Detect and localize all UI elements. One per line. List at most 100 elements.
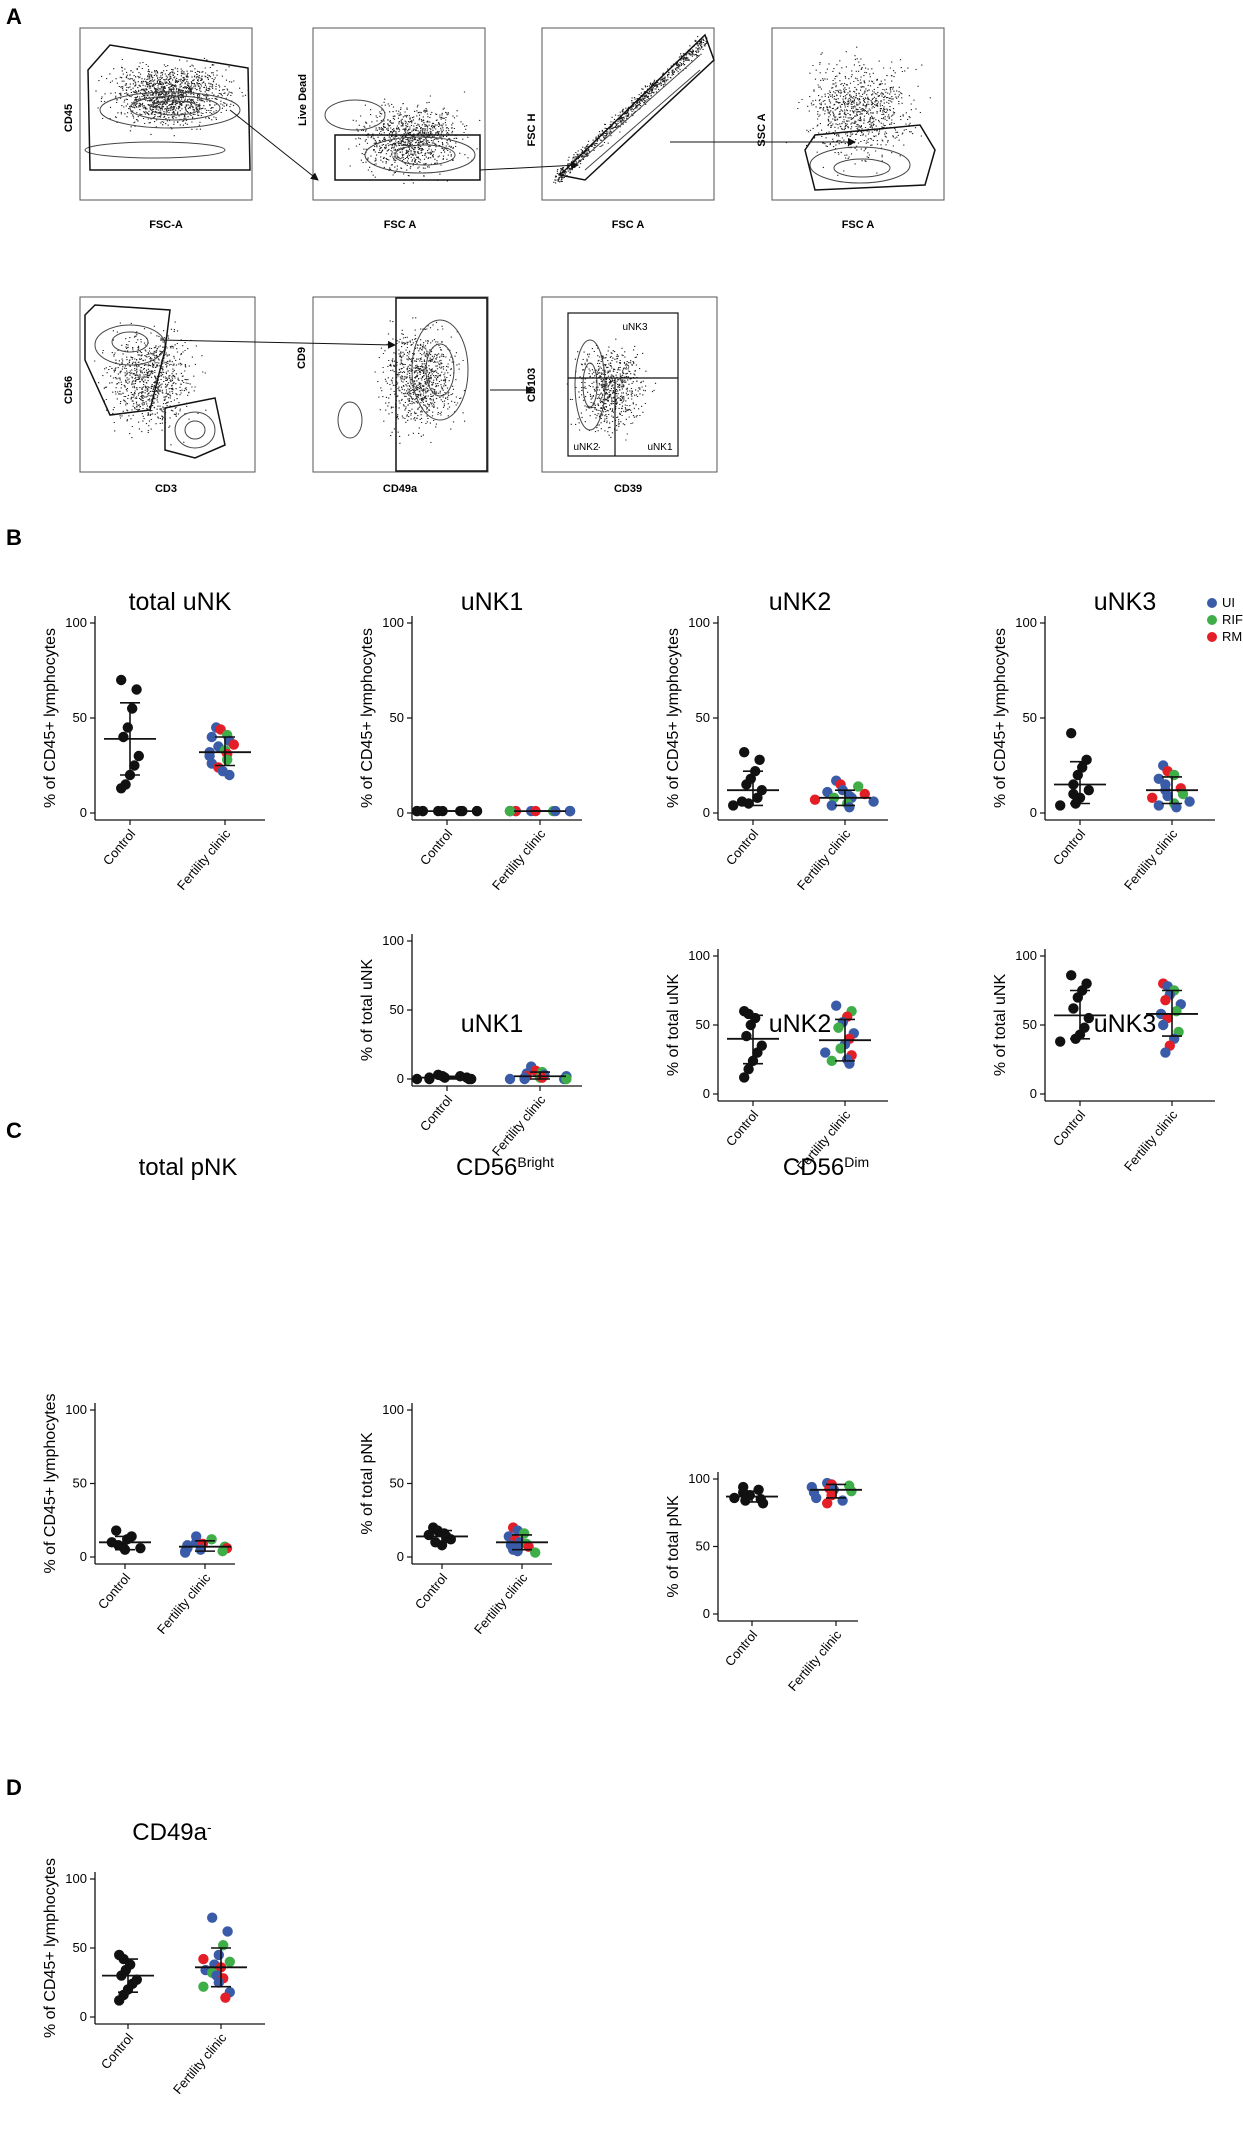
data-point-fertility (1153, 800, 1165, 811)
data-point-fertility (564, 805, 576, 817)
data-point-fertility (198, 1953, 209, 1965)
data-point-control (116, 783, 127, 794)
y-tick-label: 50 (1023, 710, 1037, 725)
y-tick-label: 100 (688, 948, 710, 963)
flow-xlabel-fsc-a-4: FSC A (842, 219, 875, 231)
y-tick-label: 100 (382, 1402, 404, 1417)
flow-panel-fsch: FSC H FSC A (526, 27, 715, 231)
flow-xlabel-cd3: CD3 (155, 483, 177, 495)
data-point-fertility (811, 1492, 822, 1504)
x-tick-label-control: Control (100, 826, 138, 868)
legend-swatch-rm (1207, 632, 1217, 642)
flow-xlabel-fsc-a: FSC-A (149, 219, 183, 231)
y-axis-title: % of total uNK (992, 974, 1009, 1077)
flow-event-dots (95, 57, 249, 137)
x-tick-label-control: Control (723, 1107, 762, 1149)
data-point-control (754, 754, 765, 765)
x-tick-label-control: Control (98, 2030, 136, 2072)
panel-letter-b: B (6, 525, 22, 550)
data-point-fertility (1171, 802, 1182, 813)
chart-cd49a-neg: 0 50 100 Control Fertility clinic % of CD45+ … (42, 1819, 265, 2097)
y-tick-label: 0 (1030, 805, 1037, 820)
y-tick-label: 100 (688, 1471, 710, 1486)
chart-unk3-cd45: 0 50 100 Control Fertility clinic % of CD45+ … (992, 588, 1215, 893)
data-point-fertility (537, 1072, 548, 1083)
data-point-fertility (1158, 1019, 1169, 1031)
data-point-control (728, 800, 739, 811)
y-tick-label: 50 (390, 1476, 404, 1491)
data-point-fertility (859, 788, 870, 800)
chart-title: uNK1 (461, 588, 524, 616)
data-point-fertility (519, 1528, 530, 1539)
data-point-fertility (220, 1992, 231, 2003)
data-point-control (741, 779, 752, 790)
chart-cd56-dim: 0 50 100 Control Fertility clinic % of total … (665, 1154, 869, 1694)
flow-ylabel-cd103: CD103 (526, 368, 538, 402)
data-point-fertility (217, 1545, 228, 1557)
y-tick-label: 100 (65, 1871, 87, 1886)
data-point-control (1055, 800, 1066, 811)
legend-label-rif: RIF (1222, 612, 1243, 627)
data-point-fertility (1177, 788, 1189, 800)
y-tick-label: 100 (65, 1402, 87, 1417)
y-axis-title: % of total pNK (665, 1495, 682, 1598)
data-point-control (1072, 992, 1084, 1003)
data-point-fertility (846, 1485, 857, 1497)
x-tick-label-fertility: Fertility clinic (154, 1570, 214, 1637)
x-tick-label-fertility: Fertility clinic (1121, 1107, 1181, 1174)
y-tick-label: 100 (65, 615, 87, 630)
quadrant-label-unk1: uNK1 (647, 442, 672, 453)
x-tick-label-control: Control (723, 826, 762, 868)
legend-label-ui: UI (1222, 595, 1235, 610)
flow-density-cd103 (566, 338, 657, 448)
data-point-fertility (1160, 1047, 1171, 1058)
x-tick-label-control: Control (417, 1092, 456, 1134)
chart-title: CD56Dim (783, 1154, 869, 1181)
gate-arrow-4 (159, 339, 396, 349)
y-tick-label: 50 (696, 1017, 710, 1032)
x-tick-label-fertility: Fertility clinic (170, 2030, 230, 2097)
data-point-fertility (809, 794, 821, 805)
flow-panel-cd103: uNK3 uNK2 uNK1 CD103 CD39 (526, 296, 718, 495)
data-point-fertility (822, 1498, 833, 1509)
data-point-fertility (530, 1547, 541, 1558)
data-point-control (1072, 769, 1084, 781)
flow-ylabel-cd56: CD56 (63, 376, 75, 404)
x-tick-label-control: Control (1050, 1107, 1089, 1149)
data-point-fertility (1169, 769, 1180, 781)
y-axis-title: % of CD45+ lymphocytes (42, 628, 59, 808)
flow-panel-cd45: CD45 FSC-A (63, 27, 253, 231)
data-point-fertility (198, 1981, 209, 1992)
legend-swatch-ui (1207, 598, 1217, 608)
y-axis-title: % of CD45+ lymphocytes (992, 628, 1009, 808)
data-point-fertility (826, 1055, 837, 1067)
x-tick-label-fertility: Fertility clinic (489, 826, 549, 893)
chart-title: uNK1 (461, 1010, 524, 1038)
data-point-control (133, 750, 144, 762)
data-point-fertility (222, 754, 233, 765)
y-tick-label: 0 (397, 1071, 404, 1086)
quadrant-label-unk2: uNK2 (573, 442, 598, 453)
data-point-fertility (504, 1073, 516, 1085)
chart-title: total pNK (139, 1154, 238, 1181)
y-tick-label: 0 (1030, 1086, 1037, 1101)
y-tick-label: 50 (73, 1940, 87, 1955)
y-tick-label: 0 (80, 2009, 87, 2024)
chart-title: CD49a- (132, 1819, 212, 1846)
data-point-fertility (1162, 790, 1173, 802)
y-tick-label: 50 (73, 1476, 87, 1491)
data-point-control (424, 1073, 435, 1085)
x-tick-label-control: Control (412, 1570, 451, 1612)
data-point-control (752, 792, 763, 803)
data-point-control (411, 805, 423, 817)
data-point-fertility (218, 1940, 229, 1951)
chart-total-unk: 0 50 100 Control Fertility clinic % of CD45+ … (42, 588, 265, 893)
data-point-fertility (222, 1926, 233, 1937)
flow-event-dots (348, 91, 481, 184)
y-tick-label: 100 (1015, 615, 1037, 630)
data-point-fertility (835, 1043, 846, 1054)
flow-density-livedead (348, 91, 481, 184)
data-point-fertility (504, 805, 516, 817)
chart-title-sup: Dim (844, 1154, 869, 1170)
